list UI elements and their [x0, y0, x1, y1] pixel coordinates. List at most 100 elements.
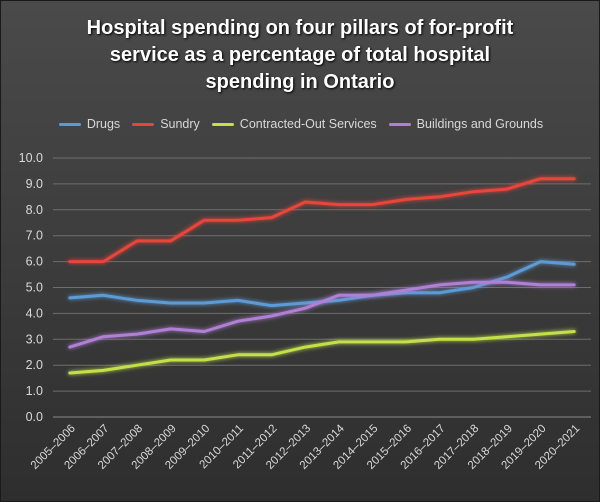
data-point-contracted-out-services — [371, 340, 374, 344]
y-tick-label: 7.0 — [26, 229, 43, 243]
series-lines — [68, 177, 576, 375]
series-line-sundry — [68, 177, 576, 264]
y-tick-label: 2.0 — [26, 358, 43, 372]
data-point-sundry — [135, 239, 139, 243]
legend-label: Contracted-Out Services — [239, 117, 377, 131]
y-tick-label: 9.0 — [26, 177, 43, 191]
legend-swatch — [388, 122, 411, 126]
chart-title: Hospital spending on four pillars of for… — [41, 15, 559, 96]
data-point-contracted-out-services — [337, 340, 341, 344]
data-point-sundry — [438, 195, 441, 199]
data-point-buildings-and-grounds — [337, 294, 341, 297]
data-point-sundry — [303, 200, 307, 204]
chart-legend: Drugs Sundry Contracted-Out Services Bui… — [1, 117, 600, 131]
data-point-buildings-and-grounds — [169, 327, 172, 331]
y-tick-label: 6.0 — [26, 255, 43, 269]
data-point-buildings-and-grounds — [135, 332, 139, 336]
gridlines — [53, 157, 591, 418]
data-point-sundry — [371, 203, 374, 206]
data-point-drugs — [572, 262, 576, 266]
data-point-drugs — [203, 301, 206, 305]
x-axis: 2005–20062006–20072007–20082008–20092009… — [29, 416, 591, 472]
data-point-buildings-and-grounds — [236, 319, 240, 323]
data-point-sundry — [539, 177, 542, 180]
y-axis: 0.0 1.0 2.0 3.0 4.0 5.0 6.0 7.0 8.0 9.0 10.0 — [19, 151, 43, 424]
data-point-drugs — [438, 291, 441, 294]
data-point-contracted-out-services — [236, 353, 240, 357]
data-point-contracted-out-services — [102, 369, 105, 372]
data-point-sundry — [203, 218, 206, 222]
data-point-drugs — [539, 260, 542, 263]
data-point-sundry — [505, 187, 509, 191]
data-point-contracted-out-services — [572, 330, 576, 333]
legend-label: Drugs — [86, 117, 121, 131]
legend-swatch — [58, 122, 81, 126]
legend-item-sundry: Sundry — [132, 117, 200, 131]
data-point-contracted-out-services — [472, 338, 475, 341]
y-tick-label: 3.0 — [26, 332, 43, 346]
legend-swatch — [211, 122, 234, 126]
data-point-buildings-and-grounds — [505, 281, 509, 284]
data-point-sundry — [572, 177, 576, 180]
data-point-drugs — [505, 275, 509, 279]
data-point-buildings-and-grounds — [270, 314, 273, 318]
data-point-sundry — [68, 260, 72, 263]
data-point-buildings-and-grounds — [438, 283, 441, 287]
data-point-drugs — [270, 304, 273, 307]
data-point-drugs — [337, 299, 341, 302]
data-point-buildings-and-grounds — [404, 288, 408, 292]
data-point-buildings-and-grounds — [102, 335, 105, 338]
y-tick-label: 8.0 — [26, 203, 43, 217]
data-point-drugs — [102, 294, 105, 297]
data-point-sundry — [472, 190, 475, 193]
series-line-contracted-out-services — [68, 330, 576, 375]
data-point-buildings-and-grounds — [371, 294, 374, 297]
data-point-buildings-and-grounds — [572, 283, 576, 287]
data-point-contracted-out-services — [303, 345, 307, 349]
legend-label: Buildings and Grounds — [416, 117, 544, 131]
data-point-drugs — [68, 296, 72, 300]
chart-title-line: Hospital spending on four pillars of for… — [86, 17, 514, 39]
y-tick-label: 4.0 — [26, 306, 43, 320]
data-point-contracted-out-services — [505, 335, 509, 338]
legend-item-drugs: Drugs — [58, 117, 121, 131]
legend-item-contracted-out: Contracted-Out Services — [211, 117, 377, 131]
data-point-sundry — [102, 260, 105, 263]
legend-swatch — [132, 122, 155, 126]
data-point-drugs — [303, 301, 307, 305]
data-point-contracted-out-services — [68, 371, 72, 375]
data-point-buildings-and-grounds — [203, 330, 206, 333]
y-tick-label: 1.0 — [26, 384, 43, 398]
data-point-sundry — [270, 216, 273, 219]
data-point-sundry — [236, 218, 240, 222]
data-point-buildings-and-grounds — [539, 283, 542, 287]
chart-title-line: spending in Ontario — [205, 71, 395, 93]
data-point-sundry — [404, 198, 408, 201]
data-point-drugs — [236, 299, 240, 302]
y-tick-label: 10.0 — [19, 151, 43, 165]
series-line-buildings-and-grounds — [68, 280, 576, 349]
chart-title-line: service as a percentage of total hospita… — [109, 44, 491, 66]
data-point-drugs — [472, 286, 475, 289]
y-tick-label: 5.0 — [26, 281, 43, 295]
data-point-sundry — [169, 239, 172, 243]
data-point-contracted-out-services — [539, 332, 542, 336]
data-point-buildings-and-grounds — [472, 281, 475, 284]
data-point-contracted-out-services — [438, 338, 441, 341]
data-point-contracted-out-services — [169, 358, 172, 362]
data-point-contracted-out-services — [203, 358, 206, 362]
data-point-drugs — [404, 291, 408, 294]
data-point-drugs — [135, 299, 139, 302]
data-point-contracted-out-services — [135, 364, 139, 367]
data-point-buildings-and-grounds — [303, 307, 307, 310]
legend-label: Sundry — [160, 117, 200, 131]
data-point-contracted-out-services — [404, 340, 408, 344]
y-tick-label: 0.0 — [26, 410, 43, 424]
legend-item-buildings: Buildings and Grounds — [388, 117, 544, 131]
data-point-drugs — [169, 301, 172, 305]
data-point-contracted-out-services — [270, 353, 273, 357]
data-point-sundry — [337, 203, 341, 206]
data-point-buildings-and-grounds — [68, 345, 72, 349]
